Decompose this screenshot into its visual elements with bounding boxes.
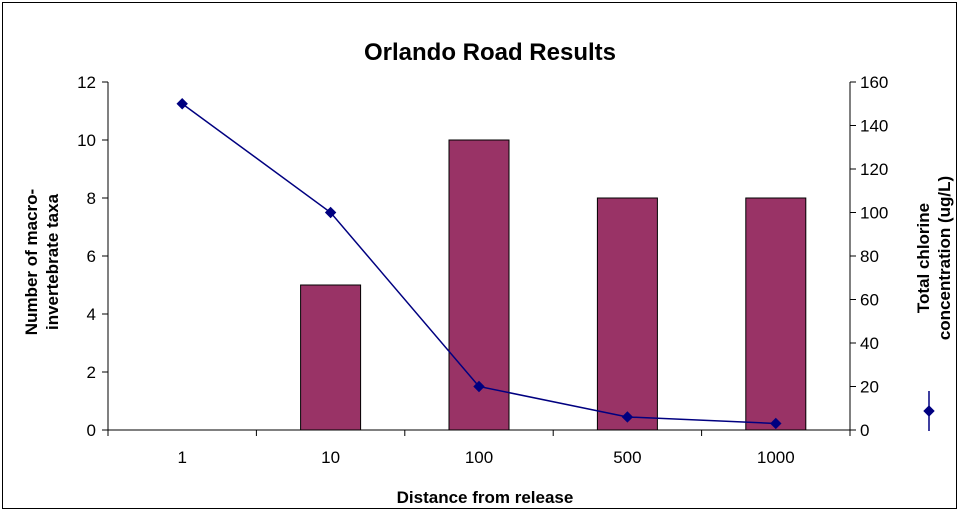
left-tick-label-2: 2 bbox=[87, 363, 96, 382]
right-tick-label-40: 40 bbox=[860, 334, 879, 353]
chart-title: Orlando Road Results bbox=[364, 39, 616, 66]
left-tick-label-8: 8 bbox=[87, 189, 96, 208]
right-tick-label-60: 60 bbox=[860, 291, 879, 310]
left-axis-title-line-1: Number of macro- bbox=[22, 189, 41, 335]
x-tick-label-10: 10 bbox=[321, 448, 340, 467]
left-tick-label-6: 6 bbox=[87, 247, 96, 266]
left-axis-title-line-2: invertebrate taxa bbox=[43, 193, 62, 330]
chlorine-point-1 bbox=[177, 99, 187, 109]
right-axis-title: Total chlorine concentration (ug/L) bbox=[914, 176, 954, 340]
right-tick-label-120: 120 bbox=[860, 160, 888, 179]
bar-1000 bbox=[746, 198, 806, 430]
x-tick-label-1: 1 bbox=[177, 448, 186, 467]
bar-500 bbox=[597, 198, 657, 430]
left-tick-label-0: 0 bbox=[87, 421, 96, 440]
right-tick-label-0: 0 bbox=[860, 421, 869, 440]
right-axis-title-line-2: concentration (ug/L) bbox=[935, 176, 954, 340]
right-tick-label-100: 100 bbox=[860, 204, 888, 223]
left-tick-label-4: 4 bbox=[87, 305, 96, 324]
right-tick-label-160: 160 bbox=[860, 73, 888, 92]
right-tick-label-140: 140 bbox=[860, 117, 888, 136]
right-tick-label-80: 80 bbox=[860, 247, 879, 266]
left-axis-title: Number of macro- invertebrate taxa bbox=[22, 189, 62, 335]
x-tick-label-500: 500 bbox=[613, 448, 641, 467]
x-tick-label-100: 100 bbox=[465, 448, 493, 467]
left-tick-label-12: 12 bbox=[77, 73, 96, 92]
right-axis-title-line-1: Total chlorine bbox=[914, 203, 933, 313]
right-tick-label-20: 20 bbox=[860, 378, 879, 397]
x-axis-title: Distance from release bbox=[397, 488, 574, 507]
x-tick-label-1000: 1000 bbox=[757, 448, 795, 467]
legend-diamond-marker bbox=[924, 406, 934, 416]
left-tick-label-10: 10 bbox=[77, 131, 96, 150]
bar-10 bbox=[301, 285, 361, 430]
